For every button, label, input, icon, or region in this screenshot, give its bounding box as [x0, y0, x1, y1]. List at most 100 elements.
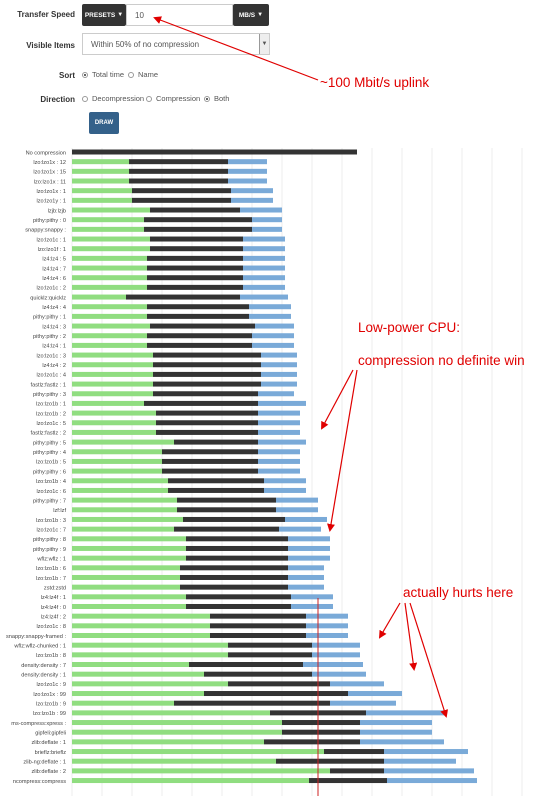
transfer-segment: [189, 662, 303, 668]
transfer-segment: [150, 236, 243, 242]
decompression-segment: [258, 439, 306, 445]
row-label: No compression: [26, 150, 66, 156]
transfer-segment: [180, 574, 288, 580]
transfer-segment: [228, 652, 312, 658]
row-label: lz4:lz4 : 2: [42, 363, 66, 369]
decompression-segment: [312, 642, 360, 648]
transfer-segment: [132, 188, 231, 194]
row-label: lzo:lzo1c : 6: [36, 489, 66, 495]
decompression-segment: [306, 623, 348, 629]
decompression-segment: [240, 207, 282, 213]
cpu-annotation-line1: Low-power CPU:: [358, 320, 461, 335]
bars: [72, 149, 477, 784]
transfer-segment: [150, 246, 243, 252]
transfer-segment: [210, 623, 306, 629]
row-label: lzo:lzo1c : 4: [36, 373, 66, 379]
annotation-arrow: [404, 602, 418, 671]
compression-segment: [72, 265, 147, 271]
radio-icon: [146, 95, 152, 102]
compression-segment: [72, 275, 147, 281]
sort-option-name[interactable]: Name: [128, 70, 158, 79]
unit-button[interactable]: MB/S ▼: [233, 4, 269, 26]
row-label: pithy:pithy : 1: [33, 315, 66, 321]
direction-option-label: Compression: [156, 94, 201, 103]
row-labels: No compression lzo:lzo1x : 12 lzo:lzo1x : …: [6, 150, 66, 785]
transfer-segment: [186, 555, 288, 561]
transfer-segment: [132, 197, 231, 203]
decompression-segment: [261, 362, 297, 368]
compression-segment: [72, 188, 132, 194]
decompression-segment: [243, 265, 285, 271]
row-label: lzo:lzo1b : 8: [36, 653, 66, 659]
decompression-segment: [288, 574, 324, 580]
decompression-segment: [288, 545, 330, 551]
transfer-segment: [147, 265, 243, 271]
decompression-segment: [255, 323, 294, 329]
transfer-segment: [276, 758, 384, 764]
speed-input[interactable]: 10: [126, 4, 233, 26]
direction-option-compression[interactable]: Compression: [146, 94, 200, 103]
decompression-segment: [261, 352, 297, 358]
annotation-arrow: [409, 602, 448, 718]
decompression-segment: [312, 671, 366, 677]
transfer-segment: [174, 526, 279, 532]
direction-option-both[interactable]: Both: [204, 94, 229, 103]
direction-option-decompression[interactable]: Decompression: [82, 94, 144, 103]
decompression-segment: [231, 197, 273, 203]
transfer-segment: [183, 516, 285, 522]
compression-segment: [72, 333, 147, 339]
compression-segment: [72, 323, 150, 329]
row-label: lzo:lzo1b : 99: [33, 711, 66, 717]
compression-segment: [72, 662, 189, 668]
transfer-segment: [282, 720, 360, 726]
compression-segment: [72, 246, 150, 252]
hurts-annotation: actually hurts here: [403, 585, 514, 600]
decompression-segment: [360, 729, 432, 735]
draw-button[interactable]: DRAW: [89, 112, 119, 134]
row-label: lz4:lz4 : 3: [42, 324, 66, 330]
transfer-segment: [72, 149, 357, 155]
row-label: lzo:lzo1b : 3: [36, 518, 66, 524]
sort-option-total-time[interactable]: Total time: [82, 70, 124, 79]
compression-segment: [72, 691, 204, 697]
decompression-segment: [243, 284, 285, 290]
direction-option-label: Both: [214, 94, 230, 103]
compression-segment: [72, 584, 180, 590]
decompression-segment: [228, 178, 267, 184]
compression-segment: [72, 236, 150, 242]
presets-button[interactable]: PRESETS ▼: [82, 4, 126, 26]
compression-segment: [72, 729, 282, 735]
compression-segment: [72, 642, 228, 648]
decompression-segment: [261, 381, 297, 387]
row-label: lzo:lzo1x : 12: [33, 160, 66, 166]
compression-segment: [72, 207, 150, 213]
transfer-segment: [309, 778, 387, 784]
radio-selected-icon: [82, 71, 88, 78]
row-label: pithy:pithy : 2: [33, 334, 66, 340]
compression-segment: [72, 429, 156, 435]
compression-segment: [72, 255, 147, 261]
compression-segment: [72, 739, 264, 745]
transfer-segment: [153, 371, 261, 377]
transfer-segment: [147, 304, 249, 310]
row-label: lzo:lzo1x : 11: [34, 179, 66, 185]
transfer-segment: [174, 700, 330, 706]
transfer-segment: [282, 729, 360, 735]
decompression-segment: [312, 652, 360, 658]
row-label: lzo:lzo1c : 2: [36, 286, 66, 292]
transfer-segment: [129, 178, 228, 184]
transfer-segment: [186, 594, 291, 600]
decompression-segment: [261, 371, 297, 377]
decompression-segment: [288, 584, 324, 590]
row-label: lzo:lzo1c : 5: [36, 421, 66, 427]
visible-items-select[interactable]: Within 50% of no compression ▼: [82, 33, 270, 55]
annotation-arrow: [327, 369, 358, 532]
row-label: zlib:deflate : 2: [31, 769, 66, 775]
compression-segment: [72, 681, 228, 687]
caret-down-icon: ▼: [257, 12, 264, 18]
decompression-segment: [252, 226, 282, 232]
compression-segment: [72, 565, 180, 571]
transfer-segment: [150, 323, 255, 329]
compression-segment: [72, 671, 204, 677]
direction-option-label: Decompression: [92, 94, 145, 103]
